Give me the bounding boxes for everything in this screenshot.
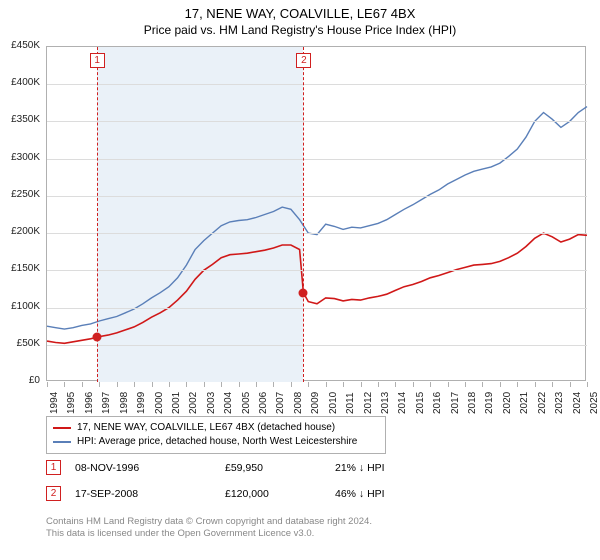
x-axis-tick-label: 2017 bbox=[450, 392, 461, 414]
x-axis-tick-label: 1995 bbox=[66, 392, 77, 414]
price-marker-box: 2 bbox=[296, 53, 311, 68]
y-axis-tick-label: £250K bbox=[0, 189, 40, 200]
chart-container: { "title": "17, NENE WAY, COALVILLE, LE6… bbox=[0, 0, 600, 560]
transaction-marker-icon: 2 bbox=[46, 486, 61, 501]
transaction-marker-icon: 1 bbox=[46, 460, 61, 475]
transaction-row: 1 08-NOV-1996 £59,950 21% ↓ HPI bbox=[46, 460, 385, 475]
x-axis-tick-label: 2022 bbox=[537, 392, 548, 414]
footer-line: This data is licensed under the Open Gov… bbox=[46, 528, 372, 540]
y-axis-tick-label: £450K bbox=[0, 40, 40, 51]
y-axis-tick-label: £150K bbox=[0, 263, 40, 274]
x-axis-tick-label: 2016 bbox=[432, 392, 443, 414]
transaction-price: £120,000 bbox=[225, 488, 335, 500]
price-marker-dot bbox=[92, 333, 101, 342]
series-price_paid bbox=[47, 233, 587, 343]
x-axis-tick-label: 2008 bbox=[293, 392, 304, 414]
x-axis-tick-label: 2006 bbox=[258, 392, 269, 414]
x-axis-tick-label: 2021 bbox=[519, 392, 530, 414]
transaction-vs-hpi: 21% ↓ HPI bbox=[335, 462, 385, 474]
line-series-svg bbox=[47, 47, 587, 382]
x-axis-tick-label: 2000 bbox=[154, 392, 165, 414]
legend: 17, NENE WAY, COALVILLE, LE67 4BX (detac… bbox=[46, 416, 386, 454]
x-axis-tick-label: 1996 bbox=[84, 392, 95, 414]
x-axis-tick-label: 2007 bbox=[275, 392, 286, 414]
y-axis-tick-label: £400K bbox=[0, 77, 40, 88]
x-axis-tick-label: 2019 bbox=[484, 392, 495, 414]
chart-subtitle: Price paid vs. HM Land Registry's House … bbox=[0, 21, 600, 37]
y-axis-tick-label: £300K bbox=[0, 152, 40, 163]
x-axis-tick-label: 2023 bbox=[554, 392, 565, 414]
x-axis-tick-label: 1998 bbox=[119, 392, 130, 414]
x-axis-tick-label: 2018 bbox=[467, 392, 478, 414]
legend-label: HPI: Average price, detached house, Nort… bbox=[77, 435, 357, 449]
x-axis-tick-label: 2015 bbox=[415, 392, 426, 414]
x-axis-tick-label: 2009 bbox=[310, 392, 321, 414]
x-axis-tick-label: 2001 bbox=[171, 392, 182, 414]
y-axis-tick-label: £50K bbox=[0, 338, 40, 349]
transaction-date: 08-NOV-1996 bbox=[75, 462, 225, 474]
copyright-footer: Contains HM Land Registry data © Crown c… bbox=[46, 516, 372, 540]
legend-swatch bbox=[53, 427, 71, 429]
chart-title: 17, NENE WAY, COALVILLE, LE67 4BX bbox=[0, 0, 600, 21]
x-axis-tick-label: 2010 bbox=[328, 392, 339, 414]
x-axis-tick-label: 1997 bbox=[101, 392, 112, 414]
y-axis-tick-label: £100K bbox=[0, 301, 40, 312]
legend-swatch bbox=[53, 441, 71, 443]
transaction-price: £59,950 bbox=[225, 462, 335, 474]
transaction-date: 17-SEP-2008 bbox=[75, 488, 225, 500]
x-axis-tick-label: 1999 bbox=[136, 392, 147, 414]
plot-area: 12 bbox=[46, 46, 586, 381]
x-axis-tick-label: 2005 bbox=[241, 392, 252, 414]
transaction-vs-hpi: 46% ↓ HPI bbox=[335, 488, 385, 500]
x-axis-tick-label: 2011 bbox=[345, 392, 356, 414]
footer-line: Contains HM Land Registry data © Crown c… bbox=[46, 516, 372, 528]
x-axis-tick-label: 2002 bbox=[188, 392, 199, 414]
series-hpi bbox=[47, 107, 587, 330]
x-axis-tick-label: 1994 bbox=[49, 392, 60, 414]
y-axis-tick-label: £350K bbox=[0, 114, 40, 125]
x-axis-tick-label: 2024 bbox=[572, 392, 583, 414]
y-axis-tick-label: £0 bbox=[0, 375, 40, 386]
legend-item-hpi: HPI: Average price, detached house, Nort… bbox=[53, 435, 379, 449]
x-axis-tick-label: 2003 bbox=[206, 392, 217, 414]
x-axis-tick-label: 2012 bbox=[363, 392, 374, 414]
x-axis-tick-label: 2004 bbox=[223, 392, 234, 414]
legend-label: 17, NENE WAY, COALVILLE, LE67 4BX (detac… bbox=[77, 421, 335, 435]
price-marker-box: 1 bbox=[90, 53, 105, 68]
x-axis-tick-label: 2020 bbox=[502, 392, 513, 414]
legend-item-price-paid: 17, NENE WAY, COALVILLE, LE67 4BX (detac… bbox=[53, 421, 379, 435]
x-axis-tick-label: 2025 bbox=[589, 392, 600, 414]
y-axis-tick-label: £200K bbox=[0, 226, 40, 237]
x-axis-tick-label: 2013 bbox=[380, 392, 391, 414]
price-marker-dot bbox=[299, 288, 308, 297]
transaction-row: 2 17-SEP-2008 £120,000 46% ↓ HPI bbox=[46, 486, 385, 501]
x-axis-tick-label: 2014 bbox=[397, 392, 408, 414]
